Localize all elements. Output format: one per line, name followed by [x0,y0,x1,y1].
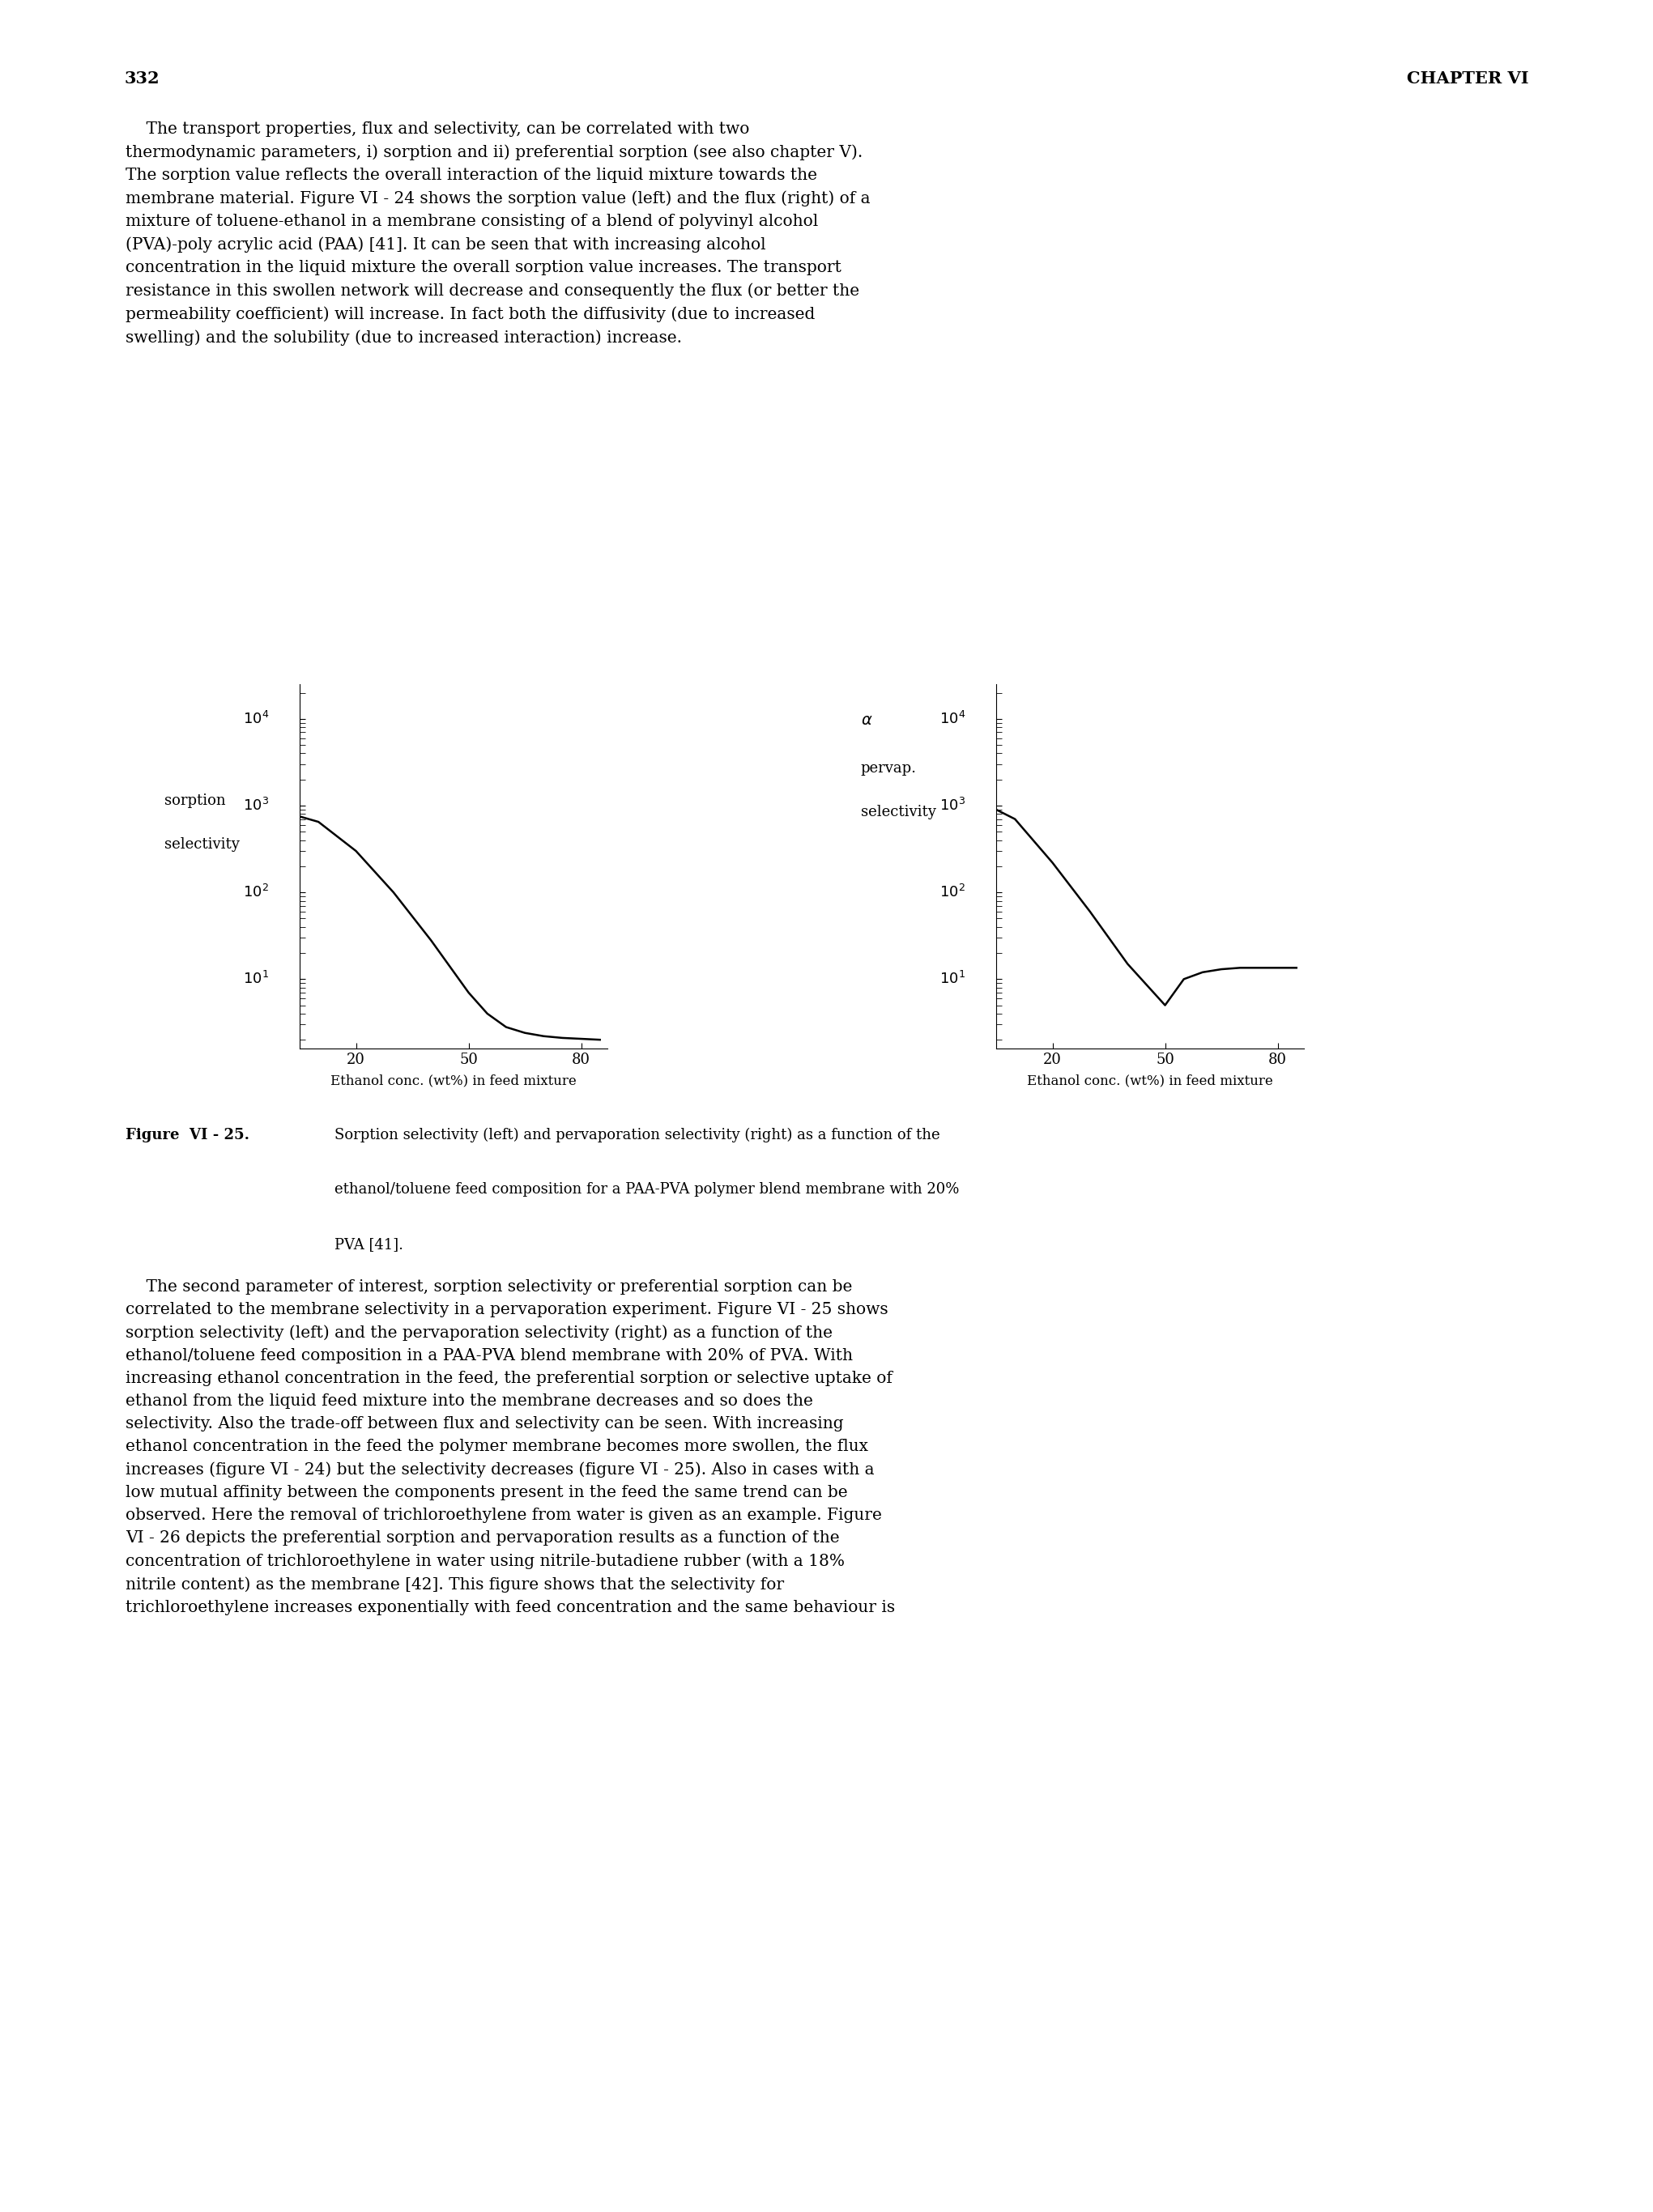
Text: 332: 332 [124,71,159,86]
Text: $\alpha$: $\alpha$ [861,712,873,728]
Text: pervap.: pervap. [861,761,917,774]
Text: PVA [41].: PVA [41]. [334,1237,403,1252]
Text: $10^1$: $10^1$ [243,971,269,987]
Text: Figure  VI - 25.: Figure VI - 25. [126,1128,250,1141]
Text: sorption: sorption [164,794,225,807]
Text: ethanol/toluene feed composition for a PAA-PVA polymer blend membrane with 20%: ethanol/toluene feed composition for a P… [334,1183,959,1197]
X-axis label: Ethanol conc. (wt%) in feed mixture: Ethanol conc. (wt%) in feed mixture [1027,1073,1273,1088]
Text: $10^2$: $10^2$ [243,885,269,900]
Text: selectivity: selectivity [164,836,240,852]
Text: The second parameter of interest, sorption selectivity or preferential sorption : The second parameter of interest, sorpti… [126,1279,894,1615]
Text: The transport properties, flux and selectivity, can be correlated with two
therm: The transport properties, flux and selec… [126,122,871,345]
Text: CHAPTER VI: CHAPTER VI [1407,71,1529,86]
Text: $10^4$: $10^4$ [939,710,965,728]
Text: selectivity: selectivity [861,805,936,818]
Text: $10^4$: $10^4$ [243,710,269,728]
Text: Sorption selectivity (left) and pervaporation selectivity (right) as a function : Sorption selectivity (left) and pervapor… [334,1128,939,1144]
Text: $10^3$: $10^3$ [939,799,965,814]
Text: $10^3$: $10^3$ [243,799,269,814]
Text: $10^1$: $10^1$ [939,971,965,987]
Text: $10^2$: $10^2$ [939,885,965,900]
X-axis label: Ethanol conc. (wt%) in feed mixture: Ethanol conc. (wt%) in feed mixture [331,1073,577,1088]
